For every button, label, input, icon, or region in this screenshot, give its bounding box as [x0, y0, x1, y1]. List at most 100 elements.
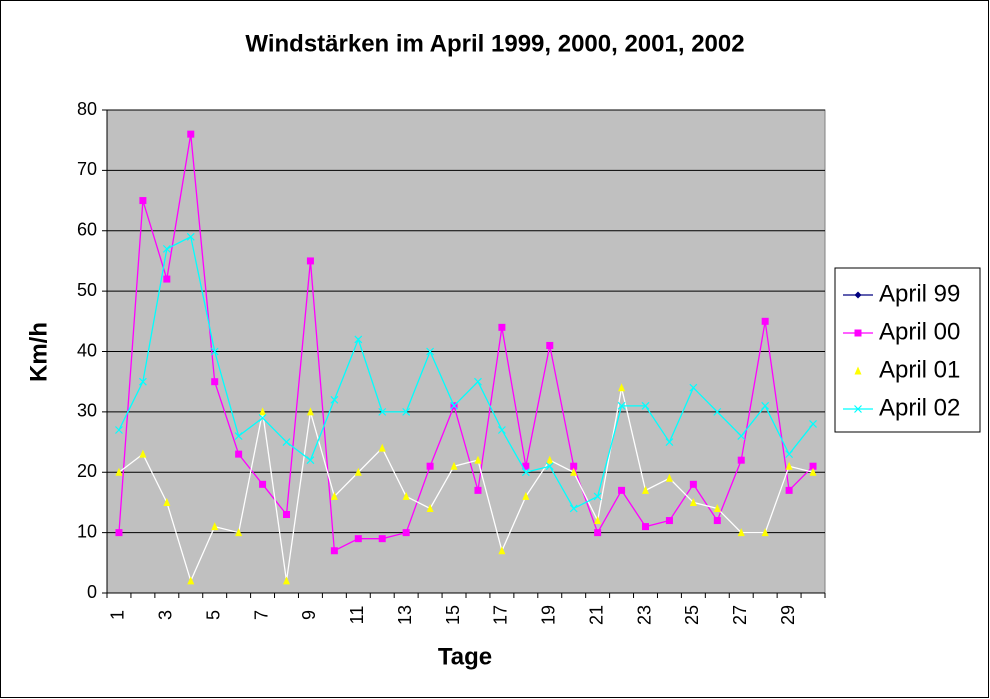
- y-tick-label: 10: [77, 521, 97, 541]
- x-tick-label: 21: [586, 605, 606, 625]
- marker: [234, 432, 243, 440]
- marker: [809, 467, 817, 476]
- marker: [854, 291, 862, 299]
- x-tick-label: 15: [443, 605, 463, 625]
- marker: [546, 455, 554, 464]
- y-tick-label: 60: [77, 220, 97, 240]
- marker: [450, 461, 458, 470]
- marker: [330, 491, 338, 500]
- marker: [163, 497, 171, 506]
- x-tick-label: 3: [156, 610, 176, 620]
- marker: [593, 492, 602, 501]
- x-tick-label: 19: [539, 605, 559, 625]
- marker: [854, 405, 862, 413]
- marker: [569, 504, 578, 513]
- x-tick-label: 7: [251, 610, 271, 620]
- marker: [426, 347, 435, 356]
- marker: [402, 529, 410, 537]
- y-tick-label: 30: [77, 401, 97, 421]
- marker: [354, 535, 362, 543]
- marker: [854, 329, 862, 337]
- marker: [259, 480, 267, 488]
- marker: [785, 450, 794, 459]
- marker: [210, 347, 219, 356]
- marker: [115, 529, 123, 537]
- marker: [570, 467, 578, 476]
- marker: [713, 517, 721, 525]
- marker: [138, 377, 147, 386]
- marker: [546, 341, 554, 349]
- x-axis-label: Tage: [438, 643, 492, 670]
- chart-title: Windstärken im April 1999, 2000, 2001, 2…: [245, 30, 744, 57]
- marker: [282, 438, 291, 446]
- y-tick-label: 0: [87, 582, 97, 602]
- x-tick-label: 23: [634, 605, 654, 625]
- x-tick-label: 25: [682, 605, 702, 625]
- marker: [378, 535, 386, 543]
- marker: [665, 438, 674, 446]
- marker: [761, 528, 769, 537]
- marker: [642, 485, 649, 494]
- marker: [330, 547, 338, 555]
- series-line: [118, 134, 814, 552]
- marker: [809, 420, 817, 428]
- marker: [474, 455, 482, 464]
- marker: [594, 516, 602, 525]
- marker: [618, 383, 626, 392]
- y-tick-label: 80: [77, 99, 97, 119]
- marker: [235, 450, 243, 458]
- marker: [689, 383, 698, 392]
- marker: [450, 401, 458, 410]
- marker: [521, 468, 530, 477]
- marker: [785, 486, 793, 494]
- x-tick-label: 5: [203, 610, 223, 620]
- marker: [474, 377, 482, 386]
- marker: [354, 467, 362, 476]
- y-tick-label: 50: [77, 280, 97, 300]
- marker: [737, 456, 745, 464]
- y-axis-label: Km/h: [25, 322, 52, 382]
- marker: [545, 462, 554, 471]
- marker: [115, 426, 123, 434]
- marker: [594, 529, 602, 537]
- marker: [211, 378, 219, 386]
- marker: [689, 480, 697, 488]
- marker: [809, 462, 817, 470]
- marker: [570, 462, 578, 470]
- marker: [187, 576, 195, 585]
- marker: [258, 413, 267, 422]
- y-tick-label: 20: [77, 461, 97, 481]
- marker: [187, 130, 195, 138]
- marker: [283, 576, 290, 585]
- legend-label: April 02: [879, 394, 960, 421]
- marker: [139, 197, 147, 205]
- marker: [497, 426, 506, 434]
- x-tick-label: 1: [108, 610, 128, 620]
- marker: [426, 462, 434, 470]
- marker: [761, 317, 769, 325]
- marker: [785, 461, 793, 470]
- marker: [186, 232, 195, 241]
- x-tick-label: 29: [778, 605, 798, 625]
- marker: [761, 401, 770, 410]
- marker: [498, 323, 506, 331]
- marker: [354, 335, 363, 344]
- marker: [139, 449, 147, 458]
- x-tick-label: 9: [299, 610, 319, 620]
- marker: [618, 486, 626, 494]
- marker: [737, 432, 746, 440]
- marker: [306, 257, 314, 265]
- marker: [259, 407, 267, 416]
- marker: [474, 486, 482, 494]
- legend-label: April 99: [879, 280, 960, 307]
- series-line: [118, 235, 814, 510]
- marker: [522, 491, 530, 500]
- y-tick-label: 40: [77, 340, 97, 360]
- marker: [617, 401, 626, 410]
- marker: [163, 275, 171, 283]
- marker: [713, 503, 721, 512]
- legend-label: April 01: [879, 356, 960, 383]
- marker: [713, 407, 722, 416]
- marker: [854, 366, 862, 375]
- marker: [689, 497, 697, 506]
